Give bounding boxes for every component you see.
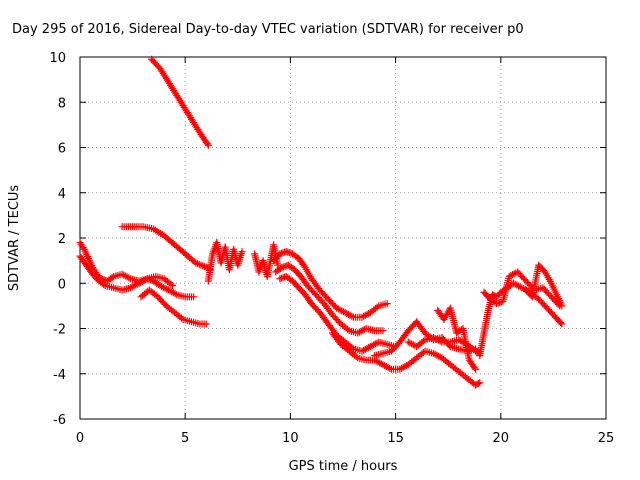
data-point [383,300,391,308]
data-point [238,248,246,256]
series-s1 [76,239,177,290]
series-s17 [522,261,566,310]
data-point [419,348,427,356]
data-point [373,303,381,311]
series-s6 [204,239,246,285]
data-point [557,319,565,327]
series-s14 [434,304,480,373]
x-tick-label: 5 [181,431,189,446]
series-s5 [137,286,210,328]
series-s15 [476,279,566,360]
data-point [558,302,566,310]
data-point [276,265,284,273]
data-point [348,312,356,320]
data-point [125,274,133,282]
series-s4 [148,55,212,149]
y-tick-label: 4 [58,187,66,202]
y-axis-label: SDTVAR / TECUs [7,185,22,292]
data-point [177,314,185,322]
series-s3 [118,223,214,274]
data-point [419,337,427,345]
data-point [202,320,210,328]
data-point [204,141,212,149]
data-point [512,269,520,277]
data-point [474,380,482,388]
data-point [100,280,108,288]
data-point [169,282,177,290]
data-point [436,337,444,345]
data-point [203,140,211,148]
data-point [190,293,198,301]
chart-title: Day 295 of 2016, Sidereal Day-to-day VTE… [12,22,524,37]
x-tick-label: 20 [493,431,510,446]
series-s8 [270,248,391,321]
data-point [167,280,175,288]
data-point [471,364,478,372]
y-tick-label: -6 [53,413,66,428]
data-point [348,344,356,352]
data-point [171,290,179,298]
x-tick-label: 10 [282,431,299,446]
y-tick-label: -4 [53,368,66,383]
x-tick-label: 15 [387,431,404,446]
data-point [476,379,484,387]
data-point [558,320,566,328]
data-point [379,327,387,335]
y-tick-labels: -6 -4 -2 0 2 4 6 8 10 [49,51,66,428]
x-axis-label: GPS time / hours [289,459,398,474]
y-tick-label: 0 [58,277,66,292]
y-tick-label: 10 [49,51,66,66]
series-s16 [480,268,564,310]
series-s11 [328,329,484,389]
data-points [76,55,566,389]
x-tick-label: 25 [598,431,615,446]
x-tick-labels: 0 5 10 15 20 25 [76,431,614,446]
y-tick-label: 6 [58,142,66,157]
plot-frame [79,56,607,420]
axis-ticks [79,56,607,420]
data-point [352,353,360,361]
y-tick-label: 8 [58,96,66,111]
series-s10 [276,272,400,355]
data-point [344,325,352,333]
series-s2 [76,252,198,301]
y-tick-label: 2 [58,232,66,247]
data-point [108,274,116,282]
grid-lines [80,57,606,419]
y-tick-label: -2 [53,323,66,338]
data-point [386,364,394,372]
series-s9 [272,261,387,337]
data-point [472,365,480,373]
x-tick-label: 0 [76,431,84,446]
data-point [79,244,87,252]
